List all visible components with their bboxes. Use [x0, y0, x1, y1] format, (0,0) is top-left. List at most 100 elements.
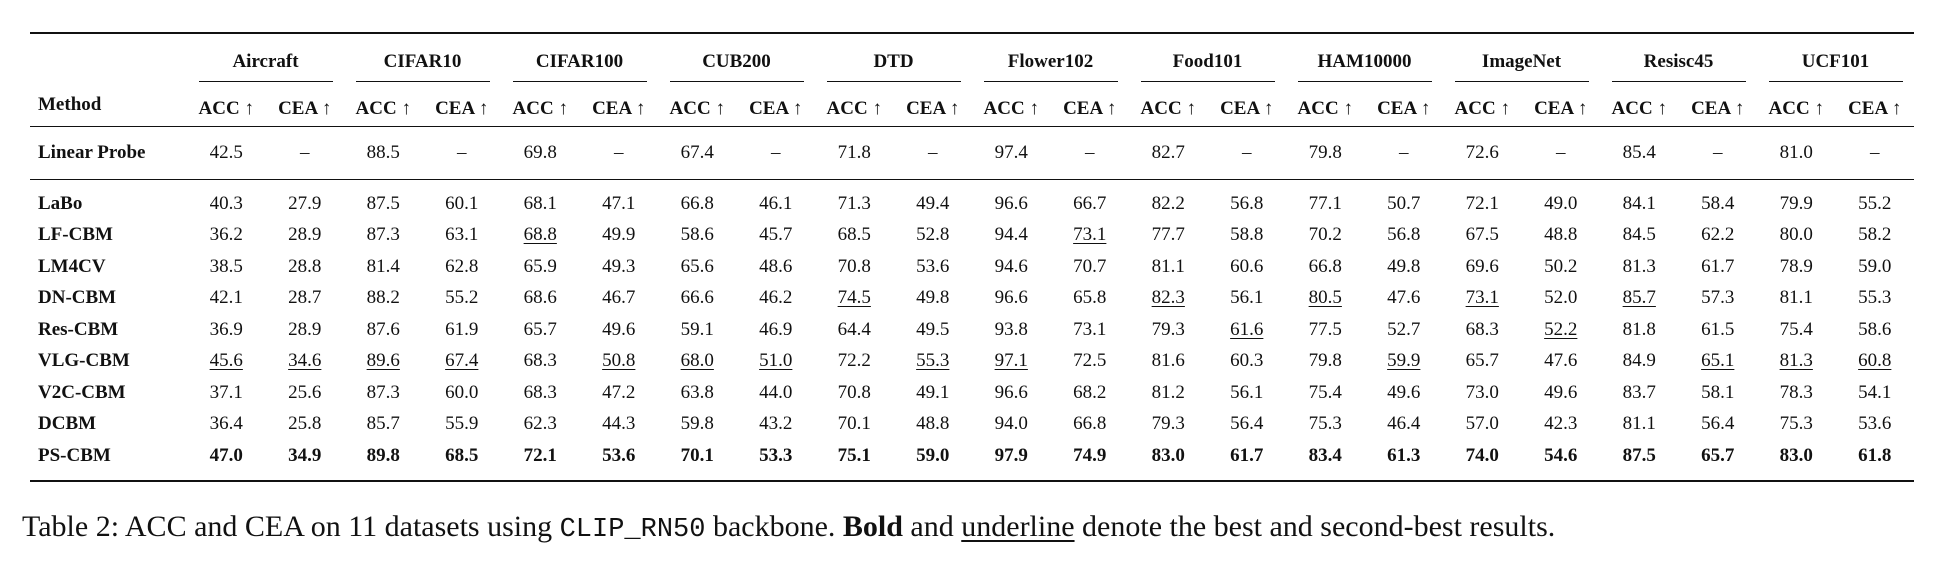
cell-value: 53.6: [1858, 413, 1892, 435]
cell-value: 56.4: [1701, 413, 1735, 435]
cell-value: –: [1713, 142, 1723, 163]
cell-value: –: [1399, 142, 1409, 163]
table-cell: 61.3: [1365, 440, 1444, 481]
table-cell: 62.2: [1679, 220, 1758, 252]
table-cell: 80.5: [1286, 283, 1365, 315]
cell-value: 68.8: [523, 224, 557, 246]
table-cell: 71.8: [815, 127, 894, 180]
table-cell: 82.7: [1129, 127, 1208, 180]
cell-value: 80.5: [1308, 287, 1342, 309]
cell-value: 68.3: [1465, 318, 1499, 340]
cell-value: 61.6: [1230, 318, 1264, 340]
table-cell: 57.3: [1679, 283, 1758, 315]
cell-value: 48.8: [1544, 224, 1578, 246]
table-row: LF-CBM 36.2 28.9 87.3 63.1 68.8 49.9 58.6 45.7 68…: [30, 220, 1914, 252]
method-name: LF-CBM: [38, 224, 113, 246]
table-cell: –: [894, 127, 973, 180]
cell-value: 50.2: [1544, 255, 1578, 277]
cell-value: 75.3: [1308, 413, 1342, 435]
table-cell: 56.8: [1365, 220, 1444, 252]
cea-metric-header: CEA ↑: [1848, 98, 1902, 119]
cell-value: 56.1: [1230, 381, 1264, 403]
table-cell: 63.8: [658, 377, 737, 409]
acc-metric-header: ACC ↑: [355, 98, 411, 119]
dataset-header: DTD: [815, 32, 972, 92]
method-header: Method: [30, 32, 187, 127]
table-cell: 65.6: [658, 251, 737, 283]
table-cell: 88.5: [344, 127, 423, 180]
cell-value: 49.1: [916, 381, 950, 403]
cell-value: 44.3: [602, 413, 636, 435]
cea-metric-header: CEA ↑: [1377, 98, 1431, 119]
table-cell: 79.3: [1129, 409, 1208, 441]
table-cell: 78.9: [1757, 251, 1836, 283]
table-cell: 97.9: [972, 440, 1051, 481]
table-cell: –: [1522, 127, 1601, 180]
cell-value: 67.5: [1465, 224, 1499, 246]
table-cell: 89.8: [344, 440, 423, 481]
table-cell: 74.9: [1051, 440, 1130, 481]
table-cell: 46.1: [737, 180, 816, 220]
cell-value: 49.9: [602, 224, 636, 246]
table-cell: 52.0: [1522, 283, 1601, 315]
dataset-header-label: Aircraft: [198, 51, 333, 82]
acc-metric-header: ACC ↑: [826, 98, 882, 119]
cell-value: 48.8: [916, 413, 950, 435]
table-cell: 81.3: [1600, 251, 1679, 283]
cell-value: 87.6: [366, 318, 400, 340]
cell-value: 59.1: [680, 318, 714, 340]
dataset-header-label: CUB200: [669, 51, 804, 82]
table-cell: 70.1: [815, 409, 894, 441]
cell-value: 65.9: [523, 255, 557, 277]
dataset-header-label: HAM10000: [1297, 51, 1432, 82]
cell-value: 66.8: [680, 192, 714, 214]
table-cell: 47.0: [187, 440, 266, 481]
cell-value: 97.4: [994, 142, 1028, 163]
cell-value: 81.3: [1622, 255, 1656, 277]
cell-value: 49.6: [1387, 381, 1421, 403]
table-cell: 70.2: [1286, 220, 1365, 252]
cell-value: 84.1: [1622, 192, 1656, 214]
table-cell: 96.6: [972, 180, 1051, 220]
cell-value: 49.8: [916, 287, 950, 309]
table-cell: 58.1: [1679, 377, 1758, 409]
cell-value: 70.7: [1073, 255, 1107, 277]
table-cell: 73.1: [1443, 283, 1522, 315]
cell-value: 60.3: [1230, 350, 1264, 372]
cell-value: 67.4: [445, 350, 479, 372]
cell-value: 97.1: [994, 350, 1028, 372]
table-cell: 52.8: [894, 220, 973, 252]
dataset-header: Flower102: [972, 32, 1129, 92]
cell-value: 68.6: [523, 287, 557, 309]
cell-value: 61.7: [1230, 444, 1264, 466]
table-cell: 79.8: [1286, 346, 1365, 378]
table-cell: 46.7: [580, 283, 659, 315]
table-cell: 73.1: [1051, 220, 1130, 252]
dataset-header: CUB200: [658, 32, 815, 92]
cell-value: 53.3: [759, 444, 793, 466]
table-cell: 36.9: [187, 314, 266, 346]
cell-value: 49.4: [916, 192, 950, 214]
table-cell: 66.8: [1286, 251, 1365, 283]
cell-value: 89.6: [366, 350, 400, 372]
table-cell: 66.8: [658, 180, 737, 220]
cell-value: 46.4: [1387, 413, 1421, 435]
cell-value: 42.3: [1544, 413, 1578, 435]
cell-value: 80.0: [1779, 224, 1813, 246]
table-cell: 66.6: [658, 283, 737, 315]
table-cell: 47.6: [1522, 346, 1601, 378]
cell-value: 85.4: [1622, 142, 1656, 163]
cell-value: 58.4: [1701, 192, 1735, 214]
cell-value: 81.6: [1151, 350, 1185, 372]
table-cell: 62.3: [501, 409, 580, 441]
table-cell: 61.9: [423, 314, 502, 346]
cell-value: 40.3: [209, 192, 243, 214]
cell-value: 62.2: [1701, 224, 1735, 246]
table-cell: 75.3: [1757, 409, 1836, 441]
cell-value: –: [1556, 142, 1566, 163]
table-cell: 50.7: [1365, 180, 1444, 220]
table-cell: 36.4: [187, 409, 266, 441]
table-cell: 28.9: [266, 314, 345, 346]
dataset-header-label: Flower102: [983, 51, 1118, 82]
cell-value: 79.8: [1308, 142, 1342, 163]
